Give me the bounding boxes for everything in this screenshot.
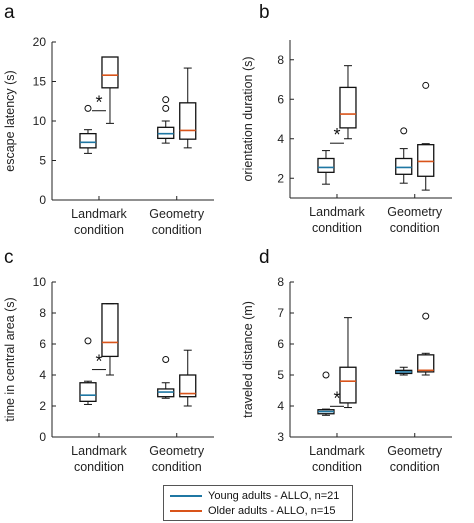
panel-c-category-label-line2: condition <box>152 460 202 474</box>
panel-c-category-label-line1: Geometry <box>149 444 205 458</box>
panel-c-box-young-geometry-outlier <box>162 356 170 363</box>
panel-a-y-tick-label: 20 <box>33 35 47 49</box>
panel-c-box-young-landmark-outlier <box>84 337 92 345</box>
legend: Young adults - ALLO, n=21 Older adults -… <box>163 485 353 521</box>
panel-a-box-young-geometry-outlier <box>162 104 170 112</box>
panel-d-y-tick-label: 7 <box>277 306 284 320</box>
panel-d-box-young-landmark-outlier <box>322 371 330 379</box>
panel-c-y-tick-label: 4 <box>39 368 46 382</box>
panel-b-box-older-landmark-box <box>339 86 357 129</box>
panel-a-box-older-landmark-box <box>101 56 119 89</box>
panel-b-box-young-geometry-outlier <box>400 127 408 135</box>
panel-b-box-older-geometry-outlier <box>422 81 430 89</box>
legend-entry-young: Young adults - ALLO, n=21 <box>170 489 339 503</box>
panel-a-category-label-line2: condition <box>74 223 124 237</box>
panel-d-category-label-line1: Geometry <box>387 444 443 458</box>
legend-label-young: Young adults - ALLO, n=21 <box>208 490 340 502</box>
panel-b-category-label-line1: Geometry <box>387 205 443 219</box>
legend-swatch-older <box>170 510 202 512</box>
panel-b-y-tick-label: 6 <box>277 92 284 106</box>
panel-a-y-tick-label: 15 <box>33 75 47 89</box>
legend-label-older: Older adults - ALLO, n=15 <box>208 505 336 517</box>
panel-b-box-young-landmark-box <box>317 157 335 173</box>
panel-c-box-older-geometry-box <box>179 374 197 398</box>
panel-a-significance-label: * <box>95 93 102 113</box>
panel-a-box-older-geometry-box <box>179 102 197 140</box>
panel-b-category-label-line1: Landmark <box>309 205 365 219</box>
panel-d-y-tick-label: 5 <box>277 368 284 382</box>
panel-a-category-label-line2: condition <box>152 223 202 237</box>
panel-b-significance-label: * <box>333 125 340 145</box>
panel-b-category-label-line2: condition <box>390 221 440 235</box>
legend-entry-older: Older adults - ALLO, n=15 <box>170 504 336 518</box>
panel-a-box-young-geometry-outlier <box>162 96 170 104</box>
panel-a-y-tick-label: 0 <box>39 193 46 207</box>
panel-d-y-tick-label: 8 <box>277 275 284 289</box>
panel-d-y-tick-label: 6 <box>277 337 284 351</box>
panel-b-letter: b <box>259 2 270 23</box>
panel-b-y-tick-label: 2 <box>277 171 284 185</box>
panel-d-category-label-line1: Landmark <box>309 444 365 458</box>
panel-d-category-label-line2: condition <box>390 460 440 474</box>
panel-a-y-tick-label: 5 <box>39 154 46 168</box>
panel-b-y-tick-label: 8 <box>277 53 284 67</box>
panel-b-y-tick-label: 4 <box>277 132 284 146</box>
panel-c-y-tick-label: 0 <box>39 430 46 444</box>
panel-c-box-older-landmark-box <box>101 303 119 358</box>
panel-b-box-young-geometry-box <box>395 157 413 175</box>
panel-c-y-tick-label: 10 <box>33 275 47 289</box>
panel-d-y-tick-label: 3 <box>277 430 284 444</box>
panel-a-category-label-line1: Landmark <box>71 207 127 221</box>
panel-c-y-tick-label: 6 <box>39 337 46 351</box>
legend-swatch-young <box>170 495 202 497</box>
panel-c-y-tick-label: 8 <box>39 306 46 320</box>
panel-d-letter: d <box>259 247 270 268</box>
panel-d-y-label: traveled distance (m) <box>241 301 255 418</box>
panel-a-box-young-landmark-outlier <box>84 104 92 112</box>
panel-b-box-older-geometry-box <box>417 144 435 177</box>
panel-b-y-label: orientation duration (s) <box>241 56 255 181</box>
panel-d-box-older-geometry-outlier <box>422 312 430 320</box>
panel-b-category-label-line2: condition <box>312 221 362 235</box>
panel-c-category-label-line1: Landmark <box>71 444 127 458</box>
panel-a-letter: a <box>4 2 15 23</box>
panel-a-y-label: escape latency (s) <box>3 70 17 171</box>
panel-c-box-young-landmark-box <box>79 382 97 403</box>
panel-c-letter: c <box>4 247 14 268</box>
panel-a-y-tick-label: 10 <box>33 114 47 128</box>
panel-d-category-label-line2: condition <box>312 460 362 474</box>
panel-d-box-older-geometry-box <box>417 354 435 373</box>
panel-c-significance-label: * <box>95 352 102 372</box>
panel-d-significance-label: * <box>333 388 340 408</box>
panel-c-y-label: time in central area (s) <box>3 297 17 421</box>
panel-c-category-label-line2: condition <box>74 460 124 474</box>
panel-c-y-tick-label: 2 <box>39 399 46 413</box>
panel-a-category-label-line1: Geometry <box>149 207 205 221</box>
panel-d-y-tick-label: 4 <box>277 399 284 413</box>
panel-a-box-young-landmark-box <box>79 132 97 149</box>
panel-d-box-older-landmark-box <box>339 366 357 404</box>
